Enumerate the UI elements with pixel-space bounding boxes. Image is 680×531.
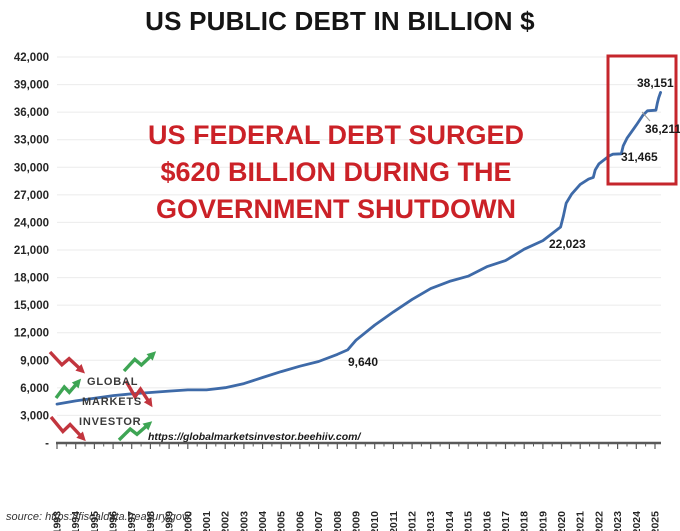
trend-down-arrow-icon <box>124 380 152 405</box>
y-axis-label: 39,000 <box>14 80 49 92</box>
y-axis-label: 15,000 <box>14 300 49 312</box>
watermark-text: MARKETS <box>82 396 142 408</box>
source-text: source: https://fiscaldata.treasury.gov/ <box>6 511 191 523</box>
trend-up-arrowhead-icon <box>71 378 82 389</box>
x-axis-label: 01/04/2000 <box>182 511 194 531</box>
x-axis-label: 01/04/2022 <box>593 511 605 531</box>
highlight-box <box>606 54 678 186</box>
x-axis-label: 01/04/2016 <box>481 511 493 531</box>
y-axis-label: 27,000 <box>14 190 49 202</box>
watermark-url: https://globalmarketsinvestor.beehiiv.co… <box>148 431 361 443</box>
x-axis-label: 01/04/2004 <box>257 511 269 531</box>
x-axis-label: 01/04/2011 <box>388 511 400 531</box>
watermark-text: INVESTOR <box>79 416 141 428</box>
x-axis-label: 01/04/2006 <box>294 511 306 531</box>
x-axis-label: 01/04/1994 <box>70 511 82 531</box>
trend-down-arrow-icon <box>49 415 84 439</box>
trend-up-arrow-icon <box>117 423 150 442</box>
x-axis-label: 01/04/1998 <box>145 511 157 531</box>
trend-up-arrowhead-icon <box>142 421 153 431</box>
y-axis-label: 30,000 <box>14 162 49 174</box>
x-axis-label: 01/04/2001 <box>201 511 213 531</box>
y-axis-label: 36,000 <box>14 107 49 119</box>
x-axis-label: 01/04/2012 <box>407 511 419 531</box>
x-axis-label: 01/04/2024 <box>631 511 643 531</box>
x-axis-label: 01/04/2017 <box>500 511 512 531</box>
x-axis-label: 01/04/2014 <box>444 511 456 531</box>
x-axis-label: 01/04/2002 <box>220 511 232 531</box>
annotation-line-3: GOVERNMENT SHUTDOWN <box>156 194 516 224</box>
trend-down-arrowhead-icon <box>75 364 85 374</box>
x-axis-label: 01/04/2019 <box>537 511 549 531</box>
annotation-text: US FEDERAL DEBT SURGED $620 BILLION DURI… <box>118 117 554 228</box>
y-axis-label: 18,000 <box>14 273 49 285</box>
x-axis-label: 01/04/2018 <box>519 511 531 531</box>
x-axis-label: 01/04/1999 <box>164 511 176 531</box>
trend-up-arrow-icon <box>54 381 80 400</box>
trend-down-arrowhead-icon <box>76 431 86 442</box>
point-label: 36,211 <box>645 122 680 136</box>
y-axis-label: 3,000 <box>20 410 49 422</box>
y-axis-label: 21,000 <box>14 245 49 257</box>
x-axis-label: 01/04/2015 <box>463 511 475 531</box>
trend-up-arrow-icon <box>122 353 154 373</box>
x-axis-label: 01/04/1996 <box>108 511 120 531</box>
x-axis-label: 01/04/1997 <box>126 511 138 531</box>
label-leader-line <box>641 111 651 122</box>
trend-down-arrowhead-icon <box>143 397 153 408</box>
point-label: 22,023 <box>549 237 586 251</box>
x-axis-label: 01/04/2008 <box>332 511 344 531</box>
x-axis-label: 01/04/2025 <box>650 511 662 531</box>
trend-down-arrow-icon <box>48 350 83 372</box>
debt-line <box>55 91 662 406</box>
y-axis-label: 9,000 <box>20 355 49 367</box>
watermark-text: GLOBAL <box>87 376 138 388</box>
x-axis-label: 01/04/2009 <box>351 511 363 531</box>
point-label: 38,151 <box>637 76 674 90</box>
y-axis-label: 6,000 <box>20 383 49 395</box>
x-axis-label: 01/04/2023 <box>612 511 624 531</box>
x-axis-label: 01/04/1993 <box>52 511 64 531</box>
x-axis-label: 01/04/2007 <box>313 511 325 531</box>
trend-up-arrowhead-icon <box>146 351 157 361</box>
x-axis-label: 01/04/2003 <box>238 511 250 531</box>
annotation-line-1: US FEDERAL DEBT SURGED <box>147 120 525 150</box>
x-axis-label: 01/04/1995 <box>89 511 101 531</box>
annotation-line-2: $620 BILLION DURING THE <box>160 157 512 187</box>
x-axis-label: 01/04/2021 <box>575 511 587 531</box>
point-label: 9,640 <box>348 355 378 369</box>
page-title: US PUBLIC DEBT IN BILLION $ <box>145 6 535 36</box>
y-axis-label: 24,000 <box>14 217 49 229</box>
x-axis-label: 01/04/2020 <box>556 511 568 531</box>
y-axis-label: 12,000 <box>14 328 49 340</box>
y-axis-label: 42,000 <box>14 52 49 64</box>
y-axis-label: 33,000 <box>14 135 49 147</box>
x-axis-label: 01/04/2005 <box>276 511 288 531</box>
x-axis-label: 01/04/2013 <box>425 511 437 531</box>
x-axis-label: 01/04/2010 <box>369 511 381 531</box>
point-label: 31,465 <box>621 150 658 164</box>
y-axis-label: - <box>45 438 49 450</box>
